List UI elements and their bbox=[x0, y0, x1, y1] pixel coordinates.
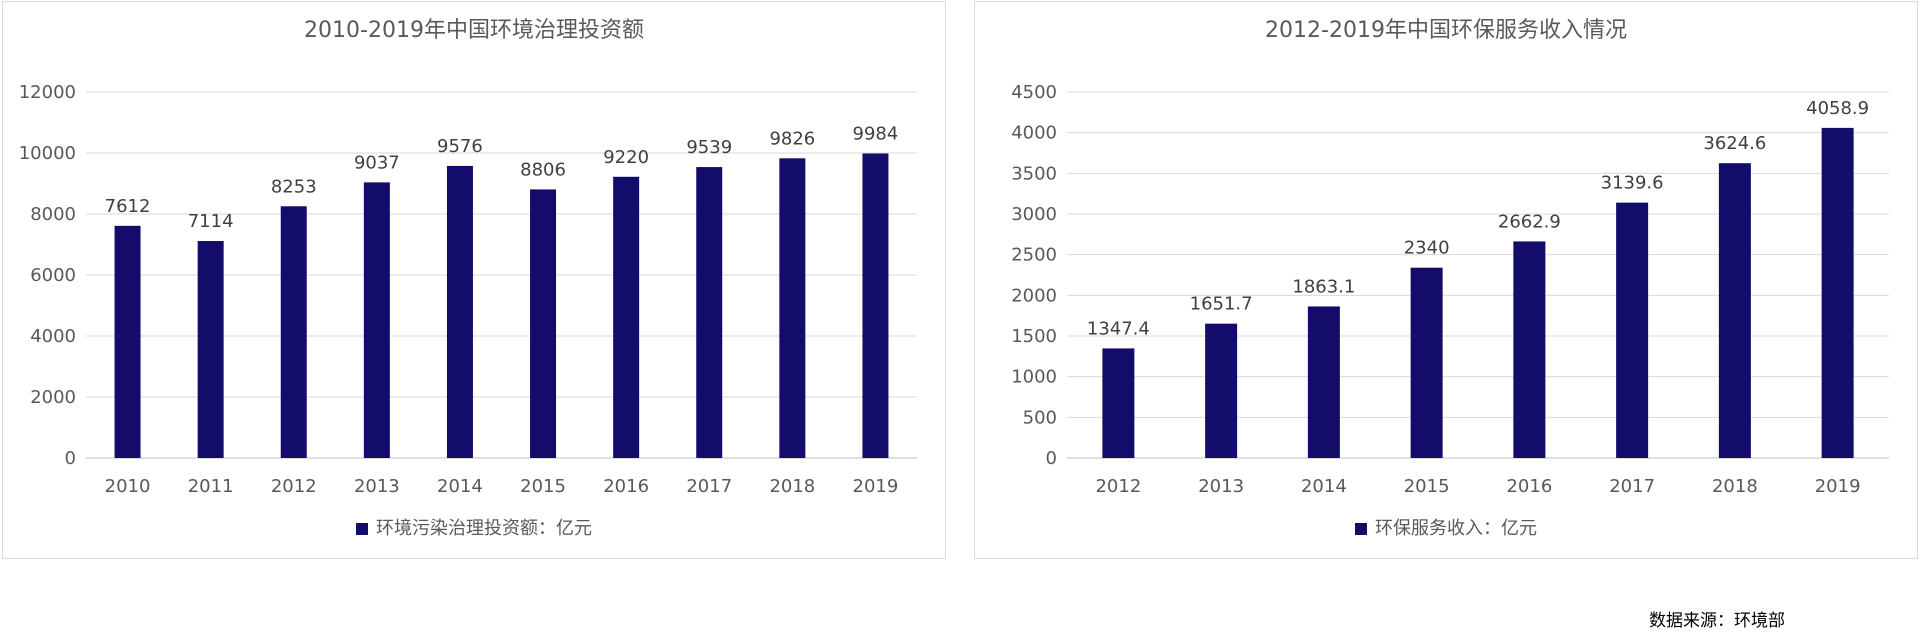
data-label: 1651.7 bbox=[1190, 294, 1253, 315]
x-tick-label: 2016 bbox=[603, 476, 649, 497]
bar bbox=[1410, 267, 1443, 458]
data-label: 2340 bbox=[1404, 238, 1450, 259]
x-tick-label: 2018 bbox=[1712, 476, 1758, 497]
chart-legend: 环境污染治理投资额：亿元 bbox=[3, 514, 945, 540]
bar bbox=[613, 176, 640, 459]
bar bbox=[1205, 323, 1238, 458]
y-tick-label: 2000 bbox=[30, 387, 76, 408]
chart-legend: 环保服务收入：亿元 bbox=[975, 514, 1917, 540]
legend-swatch bbox=[356, 523, 368, 535]
data-label: 9037 bbox=[354, 152, 400, 173]
x-tick-label: 2018 bbox=[769, 476, 815, 497]
legend-label: 环境污染治理投资额：亿元 bbox=[376, 518, 592, 539]
data-source-note: 数据来源：环境部 bbox=[1649, 611, 1785, 631]
legend-swatch bbox=[1355, 523, 1367, 535]
bar bbox=[1513, 241, 1546, 458]
data-label: 3139.6 bbox=[1601, 173, 1664, 194]
data-label: 7114 bbox=[188, 211, 234, 232]
bar bbox=[1718, 163, 1751, 458]
data-label: 7612 bbox=[105, 196, 151, 217]
bar bbox=[862, 153, 889, 458]
bar bbox=[1821, 127, 1854, 459]
data-label: 8253 bbox=[271, 176, 317, 197]
service-revenue-chart-plot: 0 500 1000 1500 2000 2500 3000 3500 4000 4500 1347… bbox=[1011, 82, 1889, 497]
x-tick-label: 2019 bbox=[1815, 476, 1861, 497]
y-tick-label: 1500 bbox=[1011, 326, 1057, 347]
bar bbox=[696, 167, 723, 459]
x-tick-label: 2011 bbox=[188, 476, 234, 497]
y-tick-label: 0 bbox=[65, 448, 76, 469]
y-tick-label: 6000 bbox=[30, 265, 76, 286]
x-tick-label: 2015 bbox=[1404, 476, 1450, 497]
bar bbox=[779, 158, 806, 458]
data-label: 9539 bbox=[686, 137, 732, 158]
y-tick-label: 8000 bbox=[30, 204, 76, 225]
service-revenue-chart-panel: 2012-2019年中国环保服务收入情况 0 500 1000 1500 2000 250… bbox=[974, 1, 1918, 559]
data-label: 4058.9 bbox=[1806, 98, 1869, 119]
x-tick-label: 2017 bbox=[686, 476, 732, 497]
x-tick-label: 2019 bbox=[853, 476, 899, 497]
data-label: 2662.9 bbox=[1498, 211, 1561, 232]
y-tick-label: 4000 bbox=[1011, 123, 1057, 144]
data-label: 9826 bbox=[769, 128, 815, 149]
x-tick-label: 2014 bbox=[1301, 476, 1347, 497]
x-tick-label: 2012 bbox=[1095, 476, 1141, 497]
y-tick-label: 3000 bbox=[1011, 204, 1057, 225]
bar bbox=[530, 189, 557, 459]
x-tick-label: 2016 bbox=[1506, 476, 1552, 497]
data-label: 9984 bbox=[853, 123, 899, 144]
bar bbox=[363, 182, 390, 458]
y-tick-label: 1000 bbox=[1011, 367, 1057, 388]
y-tick-label: 2000 bbox=[1011, 285, 1057, 306]
y-tick-label: 2500 bbox=[1011, 245, 1057, 266]
bar bbox=[280, 206, 307, 458]
y-tick-label: 10000 bbox=[19, 143, 76, 164]
bar bbox=[1616, 202, 1649, 458]
y-tick-label: 3500 bbox=[1011, 163, 1057, 184]
x-tick-label: 2015 bbox=[520, 476, 566, 497]
legend-label: 环保服务收入：亿元 bbox=[1375, 518, 1537, 539]
data-label: 8806 bbox=[520, 159, 566, 180]
x-tick-label: 2012 bbox=[271, 476, 317, 497]
data-label: 1347.4 bbox=[1087, 318, 1150, 339]
investment-chart-panel: 2010-2019年中国环境治理投资额 0 2000 4000 6000 8000 100… bbox=[2, 1, 946, 559]
x-tick-label: 2010 bbox=[105, 476, 151, 497]
bar bbox=[114, 225, 141, 458]
y-tick-label: 500 bbox=[1023, 407, 1057, 428]
y-tick-label: 12000 bbox=[19, 82, 76, 103]
bar bbox=[1102, 348, 1135, 458]
data-label: 9576 bbox=[437, 136, 483, 157]
chart-title: 2012-2019年中国环保服务收入情况 bbox=[1265, 18, 1627, 43]
bar bbox=[446, 165, 473, 458]
x-tick-label: 2014 bbox=[437, 476, 483, 497]
data-label: 9220 bbox=[603, 147, 649, 168]
data-label: 3624.6 bbox=[1703, 133, 1766, 154]
chart-title: 2010-2019年中国环境治理投资额 bbox=[304, 18, 644, 43]
x-tick-label: 2013 bbox=[1198, 476, 1244, 497]
investment-chart-plot: 0 2000 4000 6000 8000 10000 12000 7612 2010 7114 2… bbox=[19, 82, 917, 497]
bar bbox=[197, 241, 224, 458]
y-tick-label: 0 bbox=[1046, 448, 1057, 469]
data-label: 1863.1 bbox=[1292, 276, 1355, 297]
x-tick-label: 2017 bbox=[1609, 476, 1655, 497]
y-tick-label: 4000 bbox=[30, 326, 76, 347]
bar bbox=[1307, 306, 1340, 458]
y-tick-label: 4500 bbox=[1011, 82, 1057, 103]
x-tick-label: 2013 bbox=[354, 476, 400, 497]
